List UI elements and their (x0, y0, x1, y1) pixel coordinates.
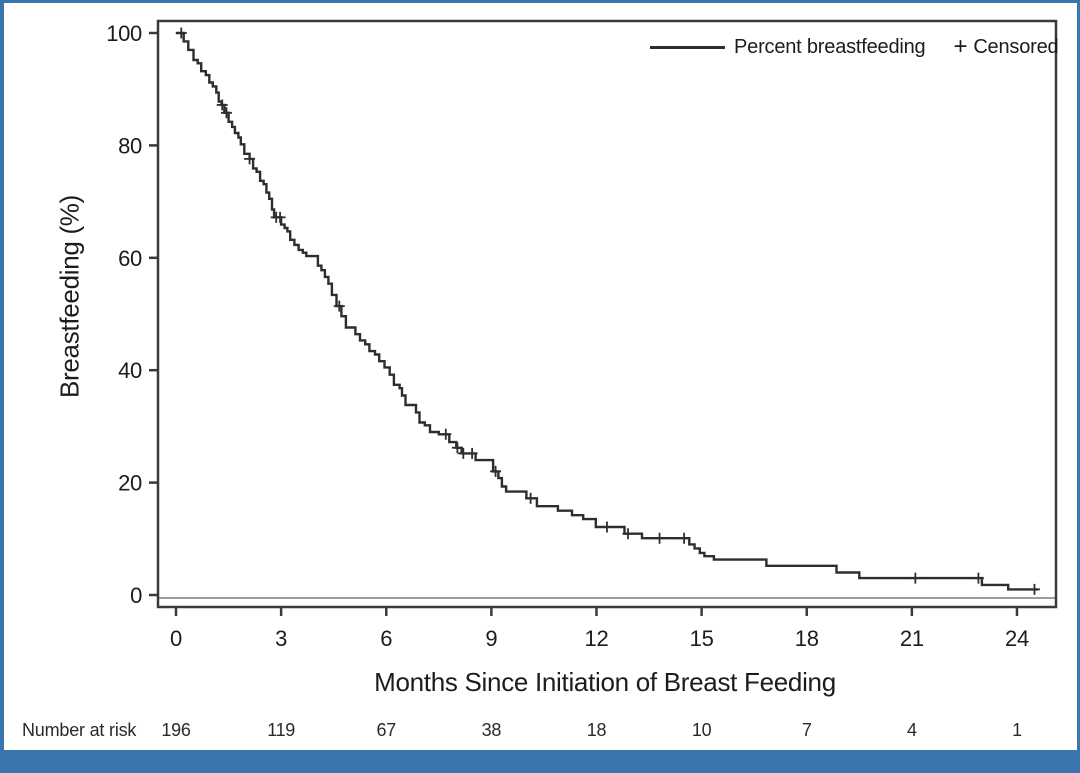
at-risk-value: 119 (267, 720, 295, 740)
y-tick-label: 100 (106, 21, 142, 46)
y-tick-label: 0 (130, 583, 142, 608)
y-tick-label: 20 (118, 471, 142, 496)
y-axis-title: Breastfeeding (%) (54, 195, 85, 399)
censored-plus-icon: + (953, 33, 968, 60)
legend: Percent breastfeeding + Censored (650, 33, 1059, 60)
at-risk-value: 38 (482, 720, 502, 740)
x-tick-label: 15 (690, 626, 714, 651)
y-tick-label: 60 (118, 246, 142, 271)
x-axis-title: Months Since Initiation of Breast Feedin… (374, 667, 836, 697)
x-tick-label: 24 (1005, 626, 1029, 651)
at-risk-value: 67 (377, 720, 397, 740)
at-risk-value: 4 (907, 720, 917, 740)
km-plot-canvas: 0 20 40 60 80 100 0 3 6 9 12 15 18 21 24 196 119 67 38 18 10… (106, 19, 1058, 740)
y-tick-label: 80 (118, 133, 142, 158)
km-curve (176, 31, 1038, 591)
x-tick-label: 21 (900, 626, 924, 651)
x-tick-label: 3 (275, 626, 287, 651)
legend-line-swatch (650, 45, 725, 49)
bottom-accent-bar (4, 750, 1077, 773)
at-risk-value: 196 (161, 720, 190, 740)
legend-censored-label: Censored (973, 35, 1059, 58)
at-risk-value: 18 (587, 720, 607, 740)
at-risk-value: 10 (692, 720, 712, 740)
plot-frame (156, 19, 1058, 609)
x-tick-label: 0 (170, 626, 182, 651)
x-tick-label: 9 (485, 626, 497, 651)
number-at-risk-label: Number at risk (22, 720, 137, 740)
legend-series-label: Percent breastfeeding (734, 35, 926, 58)
x-tick-label: 12 (585, 626, 609, 651)
at-risk-value: 7 (802, 720, 812, 740)
x-tick-label: 18 (795, 626, 819, 651)
x-tick-label: 6 (380, 626, 392, 651)
y-tick-label: 40 (118, 358, 142, 383)
at-risk-value: 1 (1012, 720, 1022, 740)
